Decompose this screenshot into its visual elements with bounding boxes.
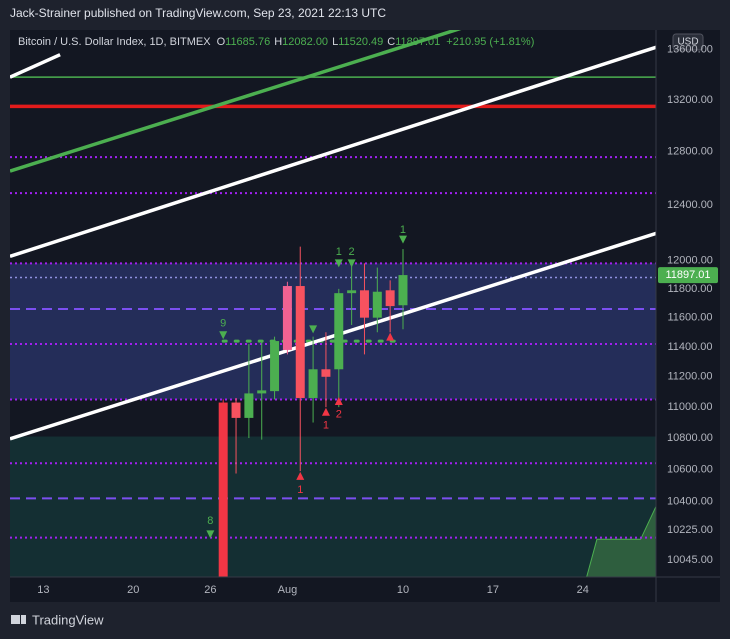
signal-count: 1 <box>400 224 406 236</box>
y-tick-label: 12400.00 <box>667 199 713 211</box>
trendline <box>10 45 656 259</box>
signal-marker <box>309 325 318 334</box>
y-tick-label: 12800.00 <box>667 146 713 158</box>
legend-key: H <box>274 36 282 48</box>
legend-key: O <box>217 36 226 48</box>
y-tick-label: 10225.00 <box>667 524 713 536</box>
x-tick-label: 24 <box>577 584 589 596</box>
candle-body <box>282 286 292 350</box>
currency-label[interactable]: USD <box>677 37 698 48</box>
candle-body <box>270 341 280 392</box>
trendline <box>10 30 462 173</box>
signal-marker <box>296 471 305 480</box>
y-tick-label: 11600.00 <box>667 312 712 324</box>
candle-body <box>347 290 357 294</box>
logo-icon <box>11 615 20 624</box>
trendline <box>10 231 656 441</box>
y-tick-label: 12000.00 <box>667 254 713 266</box>
signal-count: 2 <box>349 246 355 258</box>
legend-value: 11685.76 <box>225 36 270 48</box>
y-tick-label: 13600.00 <box>667 44 713 56</box>
x-tick-label: Aug <box>278 584 298 596</box>
signal-count: 8 <box>207 515 213 527</box>
signal-marker <box>334 259 343 268</box>
x-tick-label: 26 <box>204 584 216 596</box>
signal-count: 9 <box>220 317 226 329</box>
x-tick-label: 20 <box>127 584 139 596</box>
last-price-label: 11897.01 <box>665 269 710 281</box>
candle-body <box>308 369 318 398</box>
candle-body <box>372 291 382 318</box>
signal-marker <box>219 331 228 340</box>
y-tick-label: 10800.00 <box>667 432 713 444</box>
trendline <box>10 53 61 79</box>
logo-icon <box>21 615 26 624</box>
candle-body <box>231 402 241 418</box>
candle-body <box>398 275 408 306</box>
y-tick-label: 10400.00 <box>667 496 713 508</box>
signal-count: 1 <box>297 484 303 496</box>
signal-count: 1 <box>323 420 329 432</box>
x-tick-label: 17 <box>487 584 499 596</box>
signal-count: 2 <box>336 409 342 421</box>
y-tick-label: 10600.00 <box>667 463 713 475</box>
zone <box>10 263 656 400</box>
signal-marker <box>334 397 343 406</box>
symbol: Bitcoin / U.S. Dollar Index, 1D, BITMEX <box>18 36 211 48</box>
logo <box>11 615 26 624</box>
candle-body <box>321 369 331 377</box>
legend-key: L <box>332 36 338 48</box>
last-price-box <box>658 267 718 284</box>
legend-value: 11520.49 <box>338 36 383 48</box>
ohlc-legend: Bitcoin / U.S. Dollar Index, 1D, BITMEX O… <box>18 36 534 48</box>
signal-marker <box>347 259 356 268</box>
candle-body <box>257 390 267 394</box>
candle-body <box>244 393 254 418</box>
signal-marker <box>206 530 215 539</box>
legend-change: +210.95 (+1.81%) <box>446 36 534 48</box>
candle-body <box>295 286 305 398</box>
header: Jack-Strainer published on TradingView.c… <box>10 6 386 20</box>
y-tick-label: 11200.00 <box>667 371 712 383</box>
y-tick-label: 11000.00 <box>667 401 712 413</box>
signal-marker <box>398 235 407 244</box>
currency-button[interactable] <box>672 33 704 51</box>
brand: TradingView <box>32 612 104 627</box>
indicator-area <box>586 506 656 577</box>
candle-body <box>359 290 369 318</box>
x-tick-label: 13 <box>37 584 49 596</box>
legend-key: C <box>387 36 395 48</box>
candle-body <box>218 402 228 577</box>
candle-body <box>385 290 395 307</box>
signal-marker <box>321 407 330 416</box>
legend-value: 11897.01 <box>395 36 440 48</box>
y-tick-label: 11400.00 <box>667 341 712 353</box>
legend-value: 12082.00 <box>282 36 328 48</box>
signal-marker <box>386 332 395 341</box>
y-tick-label: 13200.00 <box>667 94 713 106</box>
candle-body <box>334 293 344 370</box>
zone <box>10 436 656 577</box>
signal-count: 1 <box>336 246 342 258</box>
x-tick-label: 10 <box>397 584 409 596</box>
y-tick-label: 10045.00 <box>667 554 713 566</box>
y-tick-label: 11800.00 <box>667 283 712 295</box>
